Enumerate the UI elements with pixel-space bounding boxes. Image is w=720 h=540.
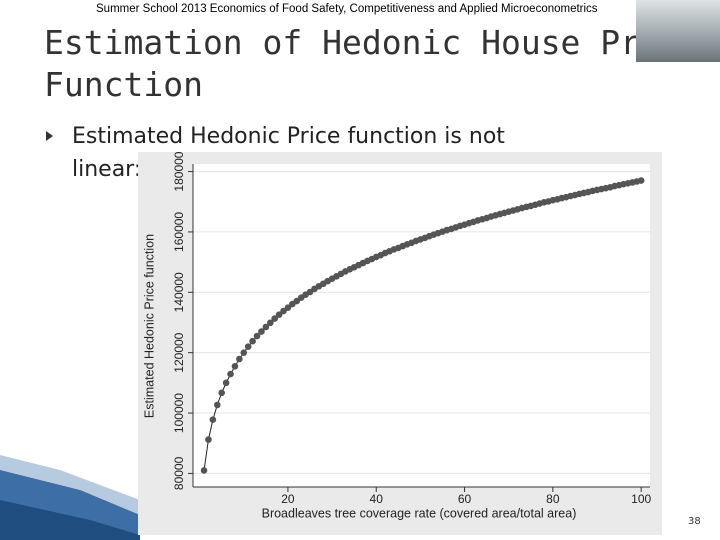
title-line: Estimation of Hedonic House Price — [44, 23, 700, 62]
data-point — [284, 304, 292, 311]
x-tick-label: 40 — [370, 492, 384, 506]
x-axis-label: Broadleaves tree coverage rate (covered … — [262, 506, 577, 520]
data-point — [240, 349, 248, 356]
y-tick-label: 120000 — [172, 332, 186, 372]
data-point — [249, 337, 256, 345]
data-point — [236, 355, 243, 363]
data-point — [205, 436, 212, 443]
y-tick-label: 100000 — [172, 393, 186, 433]
x-tick-label: 20 — [281, 492, 295, 506]
data-point — [275, 311, 283, 318]
data-point — [218, 389, 226, 397]
data-point — [262, 323, 270, 331]
x-tick-label: 80 — [546, 492, 560, 506]
y-tick-label: 160000 — [172, 212, 186, 252]
bullet-marker — [46, 131, 53, 141]
y-tick-label: 180000 — [172, 152, 186, 192]
data-point — [222, 379, 230, 387]
bullet-line: linear: — [72, 157, 142, 182]
x-tick-label: 100 — [631, 492, 651, 506]
y-tick-label: 140000 — [172, 272, 186, 312]
data-point — [271, 315, 278, 322]
bullet-line: Estimated Hedonic Price function is not — [72, 124, 505, 149]
slide-title: Estimation of Hedonic House Price Functi… — [44, 22, 700, 106]
data-point — [244, 343, 252, 350]
plot-area — [193, 164, 650, 487]
data-point — [231, 362, 239, 370]
x-tick-label: 60 — [458, 492, 472, 506]
chart: Estimated Hedonic Price function Broadle… — [138, 152, 662, 535]
photo — [636, 0, 720, 62]
title-line: Function — [44, 65, 203, 104]
data-point — [258, 328, 265, 335]
data-point — [209, 416, 217, 423]
page-number: 38 — [688, 516, 701, 527]
header: Summer School 2013 Economics of Food Saf… — [96, 3, 598, 15]
data-point — [266, 319, 274, 327]
data-point — [227, 370, 234, 378]
y-tick-label: 80000 — [172, 456, 186, 490]
data-point — [200, 467, 208, 474]
data-point — [253, 332, 261, 340]
data-point — [637, 177, 645, 184]
y-axis-label: Estimated Hedonic Price function — [142, 234, 156, 418]
data-point — [213, 401, 221, 409]
bullet-text: Estimated Hedonic Price function is not … — [72, 120, 505, 186]
